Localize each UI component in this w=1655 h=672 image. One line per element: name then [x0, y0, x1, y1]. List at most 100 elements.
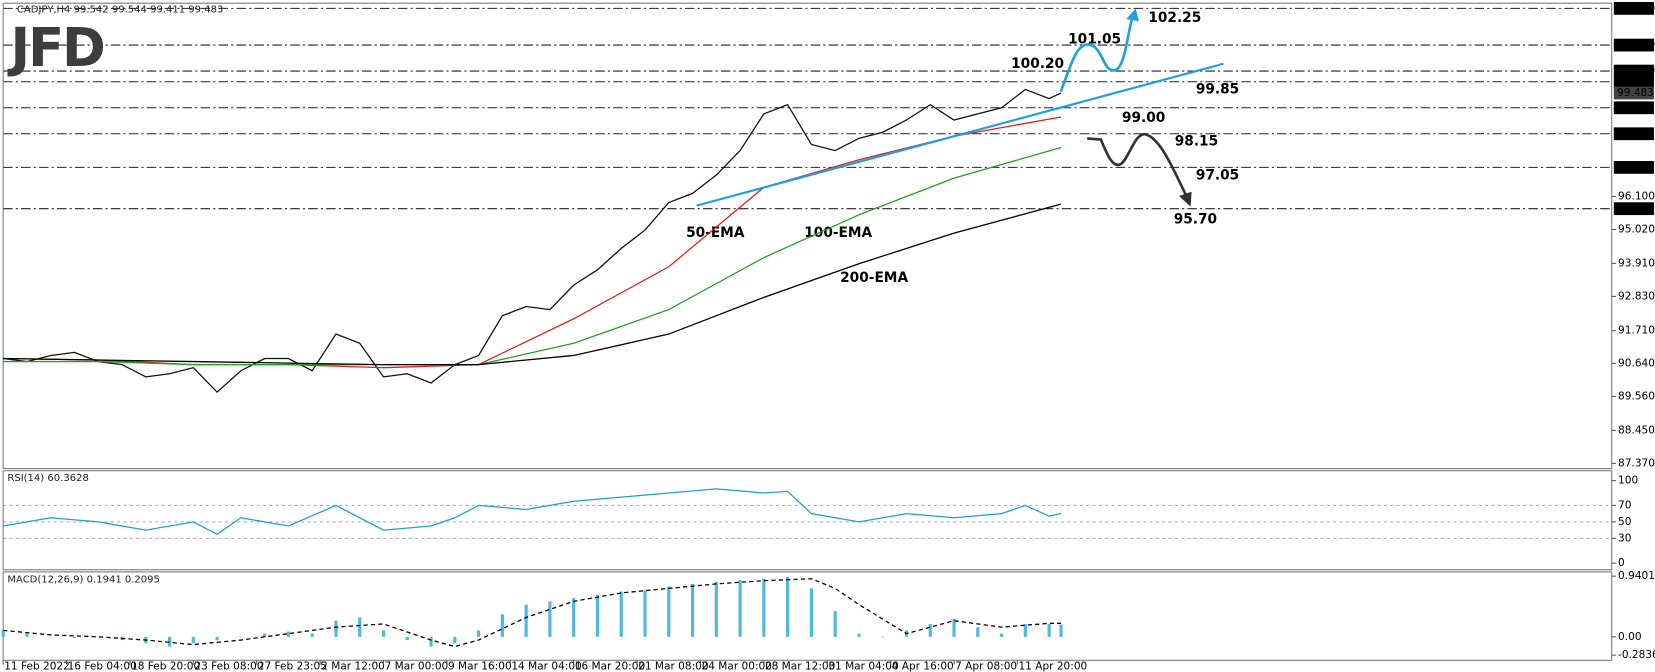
- level-label-box: [1613, 101, 1654, 115]
- x-tick-label: 24 Mar 00:00: [702, 661, 773, 672]
- last-price-box: [1613, 86, 1654, 100]
- series-line: [3, 488, 1062, 536]
- histogram-bar: [595, 594, 600, 637]
- level-label: 98.150: [1617, 128, 1654, 140]
- level-label: 101.050: [1617, 39, 1655, 51]
- histogram-bar: [429, 636, 433, 647]
- x-tick-label: 7 Apr 08:00: [955, 661, 1017, 672]
- y-tick-label: 95.020: [1618, 223, 1655, 235]
- x-tick-label: 7 Mar 00:00: [385, 661, 449, 672]
- histogram-bar: [358, 617, 362, 637]
- histogram-bar: [310, 633, 314, 637]
- histogram-bar: [809, 588, 813, 637]
- scenario-label: 102.25: [1148, 10, 1201, 26]
- level-label-box: [1613, 38, 1654, 52]
- x-tick-label: 14 Mar 04:00: [511, 661, 582, 672]
- histogram-bar: [762, 578, 766, 637]
- histogram-bar: [881, 636, 885, 638]
- histogram-bar: [215, 636, 219, 641]
- histogram-bar: [952, 618, 956, 637]
- histogram-bar: [263, 633, 267, 637]
- level-label-box: [1613, 75, 1654, 89]
- level-label: 97.050: [1617, 161, 1654, 173]
- y-tick-label: 96.100: [1618, 190, 1655, 202]
- histogram-bar: [1059, 624, 1063, 637]
- scenario-label: 97.05: [1196, 168, 1239, 184]
- histogram-bar: [643, 590, 647, 637]
- y-tick-label: 0.9401: [1618, 570, 1655, 582]
- histogram-bar: [381, 630, 386, 637]
- x-tick-label: 27 Feb 23:05: [258, 661, 327, 672]
- y-tick-label: 50: [1618, 516, 1632, 528]
- x-tick-label: 2 Mar 12:00: [321, 661, 385, 672]
- x-tick-label: 31 Mar 04:00: [828, 661, 899, 672]
- scenario-label: 100.20: [1011, 56, 1064, 72]
- rsi-title: RSI(14) 60.3628: [7, 473, 88, 484]
- histogram-bar: [477, 630, 481, 637]
- histogram-bar: [667, 586, 671, 637]
- level-label: 100.200: [1617, 65, 1655, 77]
- histogram-bar: [524, 604, 528, 637]
- y-tick-label: 89.560: [1618, 390, 1655, 402]
- scenario-label: 99.00: [1122, 110, 1165, 126]
- y-tick-label: 90.640: [1618, 357, 1655, 369]
- histogram-bar: [167, 636, 172, 647]
- histogram-bar: [572, 598, 576, 637]
- y-tick-label: 100: [1618, 475, 1638, 487]
- histogram-bar: [96, 636, 100, 638]
- histogram-bar: [714, 581, 718, 637]
- ema-label: 50-EMA: [686, 225, 745, 241]
- histogram-bar: [1023, 623, 1027, 637]
- histogram-bar: [72, 636, 77, 639]
- bull-scenario-arrow: [1059, 16, 1134, 93]
- histogram-bar: [25, 633, 29, 637]
- histogram-bar: [49, 636, 53, 638]
- histogram-bar: [928, 623, 932, 637]
- x-tick-label: 16 Mar 20:00: [575, 661, 646, 672]
- y-tick-label: 91.710: [1618, 325, 1655, 337]
- x-tick-label: 11 Feb 2022: [4, 661, 70, 672]
- histogram-bar: [453, 636, 457, 644]
- series-line: [3, 146, 1062, 366]
- x-tick-label: 23 Feb 08:00: [194, 661, 263, 672]
- scenario-label: 101.05: [1068, 31, 1121, 47]
- y-tick-label: 88.450: [1618, 424, 1655, 436]
- histogram-bar: [690, 583, 695, 637]
- histogram-bar: [619, 591, 623, 637]
- x-tick-label: 4 Apr 16:00: [892, 661, 954, 672]
- y-tick-label: 70: [1618, 499, 1632, 511]
- scenario-label: 98.15: [1175, 134, 1218, 150]
- histogram-bar: [239, 636, 243, 638]
- level-label: 99.000: [1617, 102, 1654, 114]
- arrow-head: [1178, 191, 1192, 207]
- level-label-box: [1613, 202, 1654, 216]
- price-title: CADJPY,H4 99.542 99.544 99.411 99.483: [17, 5, 223, 16]
- y-tick-label: 0: [1618, 557, 1625, 569]
- price-panel: [2, 2, 1613, 470]
- histogram-bar: [857, 633, 861, 637]
- scenario-label: 99.85: [1196, 81, 1239, 97]
- histogram-bar: [191, 636, 195, 644]
- grid-layer: [3, 7, 1612, 539]
- histogram-bar: [500, 614, 504, 637]
- series-line: [3, 203, 1062, 366]
- histogram-bar: [976, 627, 980, 637]
- histogram-bar: [786, 576, 790, 637]
- y-tick-label: 30: [1618, 532, 1632, 544]
- series-line: [3, 88, 1062, 394]
- ema-label: 200-EMA: [840, 270, 908, 286]
- histogram-bar: [1047, 623, 1051, 637]
- rsi-panel: [2, 470, 1613, 571]
- series-line: [3, 578, 1062, 648]
- histogram-bar: [548, 601, 552, 637]
- level-label-box: [1613, 64, 1654, 78]
- arrow-head: [1126, 8, 1139, 22]
- level-label-box: [1613, 127, 1654, 141]
- x-tick-label: 28 Mar 12:00: [765, 661, 836, 672]
- x-tick-label: 16 Feb 04:00: [68, 661, 137, 672]
- level-label: 95.700: [1617, 203, 1654, 215]
- y-tick-label: -0.2836: [1618, 649, 1655, 661]
- histogram-bar: [405, 636, 409, 641]
- macd-panel: [2, 571, 1613, 661]
